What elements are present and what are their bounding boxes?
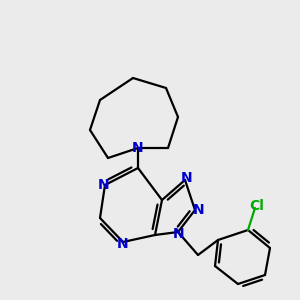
Text: Cl: Cl <box>250 199 264 213</box>
Text: N: N <box>98 178 110 192</box>
Text: N: N <box>193 203 205 217</box>
Text: N: N <box>132 141 144 155</box>
Text: N: N <box>173 227 185 241</box>
Text: N: N <box>117 237 129 251</box>
Text: N: N <box>181 171 193 185</box>
